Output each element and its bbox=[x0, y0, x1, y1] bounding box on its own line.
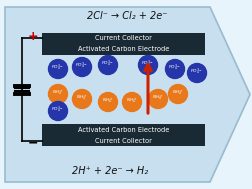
Text: $NH_4^+$: $NH_4^+$ bbox=[126, 97, 138, 105]
Text: Activated Carbon Electrode: Activated Carbon Electrode bbox=[78, 127, 169, 133]
Text: $PO_4^{3-}$: $PO_4^{3-}$ bbox=[168, 62, 182, 73]
Circle shape bbox=[166, 60, 184, 78]
Text: $PO_4^{3-}$: $PO_4^{3-}$ bbox=[101, 58, 115, 69]
Text: Current Collector: Current Collector bbox=[95, 138, 152, 144]
Circle shape bbox=[48, 84, 68, 104]
Bar bbox=[42, 124, 205, 136]
Text: 2Cl⁻ → Cl₂ + 2e⁻: 2Cl⁻ → Cl₂ + 2e⁻ bbox=[87, 11, 167, 21]
Text: $NH_4^+$: $NH_4^+$ bbox=[102, 97, 114, 105]
Circle shape bbox=[73, 90, 91, 108]
Circle shape bbox=[73, 57, 91, 77]
Circle shape bbox=[148, 90, 168, 108]
Circle shape bbox=[187, 64, 206, 83]
Text: $PO_4^{3-}$: $PO_4^{3-}$ bbox=[51, 62, 65, 73]
Bar bbox=[42, 43, 205, 55]
Text: $PO_4^{3-}$: $PO_4^{3-}$ bbox=[75, 60, 89, 71]
Circle shape bbox=[48, 60, 68, 78]
Text: $NH_4^+$: $NH_4^+$ bbox=[172, 88, 184, 98]
Circle shape bbox=[99, 56, 117, 74]
Circle shape bbox=[139, 56, 158, 74]
Text: 2H⁺ + 2e⁻ → H₂: 2H⁺ + 2e⁻ → H₂ bbox=[72, 166, 148, 176]
Polygon shape bbox=[5, 7, 250, 182]
Text: $PO_4^{3-}$: $PO_4^{3-}$ bbox=[141, 58, 154, 69]
Text: Activated Carbon Electrode: Activated Carbon Electrode bbox=[78, 46, 169, 52]
Circle shape bbox=[122, 92, 142, 112]
Text: $NH_4^+$: $NH_4^+$ bbox=[76, 94, 88, 102]
Circle shape bbox=[48, 101, 68, 121]
Text: $PO_4^{3-}$: $PO_4^{3-}$ bbox=[191, 66, 204, 77]
Text: Current Collector: Current Collector bbox=[95, 35, 152, 41]
Text: $NH_4^+$: $NH_4^+$ bbox=[52, 88, 64, 98]
Bar bbox=[42, 136, 205, 146]
Circle shape bbox=[99, 92, 117, 112]
Bar bbox=[42, 33, 205, 43]
Text: $PO_4^{3-}$: $PO_4^{3-}$ bbox=[51, 104, 65, 115]
Circle shape bbox=[169, 84, 187, 104]
Text: +: + bbox=[28, 29, 38, 43]
Text: $NH_4^+$: $NH_4^+$ bbox=[152, 94, 164, 102]
Text: −: − bbox=[28, 136, 38, 149]
